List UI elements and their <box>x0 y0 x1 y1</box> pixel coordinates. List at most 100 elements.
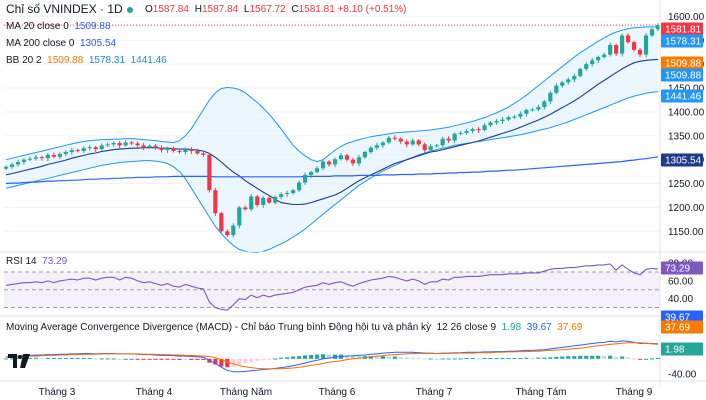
high-label: H <box>194 4 202 15</box>
macd-histogram-bar <box>9 358 15 360</box>
macd-histogram-bar <box>649 358 655 360</box>
bb-lower-price-label-bg <box>661 89 703 103</box>
symbol-title[interactable]: Chỉ số VNINDEX · 1D <box>6 2 123 16</box>
macd-histogram-bar <box>608 355 613 359</box>
time-axis: Tháng 3 Tháng 4 Tháng Năm Tháng 6 Tháng 7 Thá… <box>39 387 653 398</box>
bb-legend[interactable]: BB 20 2 1509.88 1578.31 1441.46 <box>6 55 167 66</box>
candle-body <box>21 159 27 163</box>
macd-histogram-bar <box>225 358 230 368</box>
candle-body <box>302 174 308 183</box>
macd-histogram-bar <box>320 354 326 359</box>
macd-histogram-bar <box>99 358 104 360</box>
macd-histogram-bar <box>625 357 631 359</box>
candle-body <box>129 142 134 144</box>
macd-histogram-bar <box>159 358 164 360</box>
bb-label: BB 20 2 <box>6 55 42 66</box>
macd-histogram-bar <box>458 358 463 360</box>
macd-histogram-bar <box>631 358 637 360</box>
macd-histogram-bar <box>3 358 9 360</box>
bb-basis-price-label-bg <box>661 68 703 82</box>
candle-body <box>279 194 284 197</box>
macd-histogram-bar <box>643 358 649 360</box>
macd-histogram-bar <box>637 358 643 360</box>
macd-histogram-bar <box>237 358 242 365</box>
macd-pane: -40.00 <box>3 340 697 381</box>
macd-histogram-bar <box>51 358 56 360</box>
macd-histogram-bar <box>332 354 338 359</box>
candle-body <box>458 132 463 134</box>
macd-hist-value: 1.98 <box>501 322 522 333</box>
macd-histogram-bar <box>350 355 356 359</box>
candle-body <box>147 145 152 148</box>
macd-histogram-bar <box>572 356 577 359</box>
price-tick-label: 1600.00 <box>668 12 705 23</box>
candle-body <box>602 54 607 57</box>
macd-histogram-bar <box>500 358 505 360</box>
ma20-legend[interactable]: MA 20 close 0 1509.88 <box>6 21 111 32</box>
candle-body <box>368 147 373 153</box>
macd-line-price-label-bg <box>661 310 703 324</box>
ma200-legend[interactable]: MA 200 close 0 1305.54 <box>6 38 116 49</box>
candle-body <box>398 138 403 142</box>
candle-body <box>500 119 505 121</box>
bb-lower-price-label: 1441.46 <box>665 92 702 103</box>
candle-body <box>338 155 344 160</box>
macd-params: 12 26 close 9 <box>436 322 497 333</box>
macd-histogram-bar <box>57 358 62 360</box>
macd-histogram-bar <box>63 358 68 360</box>
tradingview-logo-icon[interactable] <box>8 354 30 368</box>
candle-body <box>33 157 39 159</box>
macd-histogram-bar <box>464 358 469 360</box>
candle-body <box>482 125 487 131</box>
rsi-tick-label: 40.00 <box>668 294 693 305</box>
candle-body <box>165 148 170 151</box>
macd-signal-price-label: 37.69 <box>665 323 690 334</box>
macd-signal-price-label-bg <box>661 320 703 334</box>
macd-signal-value: 37.69 <box>557 322 583 333</box>
candle-body <box>171 148 176 152</box>
candle-body <box>506 117 511 120</box>
price-tick-label: 1250.00 <box>668 179 705 190</box>
candle-body <box>392 137 397 139</box>
macd-legend[interactable]: Moving Average Convergence Divergence (M… <box>6 322 646 333</box>
macd-histogram-bar <box>249 358 254 362</box>
bb-upper-price-label-bg <box>661 34 703 48</box>
macd-histogram-bar <box>602 356 607 359</box>
rsi-legend[interactable]: RSI 14 73.29 <box>6 256 67 267</box>
macd-histogram-bar <box>524 357 529 359</box>
macd-histogram-bar <box>213 358 218 365</box>
macd-histogram-bar <box>111 358 116 360</box>
candle-body <box>135 143 140 146</box>
macd-histogram-bar <box>398 356 403 359</box>
candle-body <box>177 151 182 153</box>
candle-body <box>15 162 21 165</box>
macd-signal-line <box>5 342 659 370</box>
candle-body <box>117 142 122 146</box>
macd-histogram-bar <box>314 354 320 359</box>
candle-body <box>39 157 44 159</box>
macd-histogram-bar <box>560 356 565 359</box>
candle-body <box>530 109 535 111</box>
macd-histogram-bar <box>195 358 200 360</box>
candle-body <box>356 157 362 164</box>
candle-body <box>434 145 439 147</box>
ma20-value: 1509.88 <box>74 21 111 32</box>
macd-histogram-bar <box>255 358 260 361</box>
candle-body <box>548 92 553 102</box>
candle-body <box>45 154 50 159</box>
macd-histogram-bar <box>165 358 170 360</box>
candle-body <box>93 147 98 150</box>
macd-histogram-bar <box>440 358 445 360</box>
candle-body <box>314 168 320 173</box>
macd-histogram-bar <box>356 356 362 359</box>
candle-body <box>273 196 278 203</box>
time-tick-label: Tháng 7 <box>416 387 453 398</box>
macd-histogram-bar <box>590 355 595 359</box>
macd-label: Moving Average Convergence Divergence (M… <box>6 322 432 333</box>
macd-histogram-bar <box>117 358 122 360</box>
last-price-label-bg <box>661 22 703 36</box>
candle-body <box>195 151 200 154</box>
candle-body <box>297 182 302 191</box>
candle-body <box>81 148 86 152</box>
